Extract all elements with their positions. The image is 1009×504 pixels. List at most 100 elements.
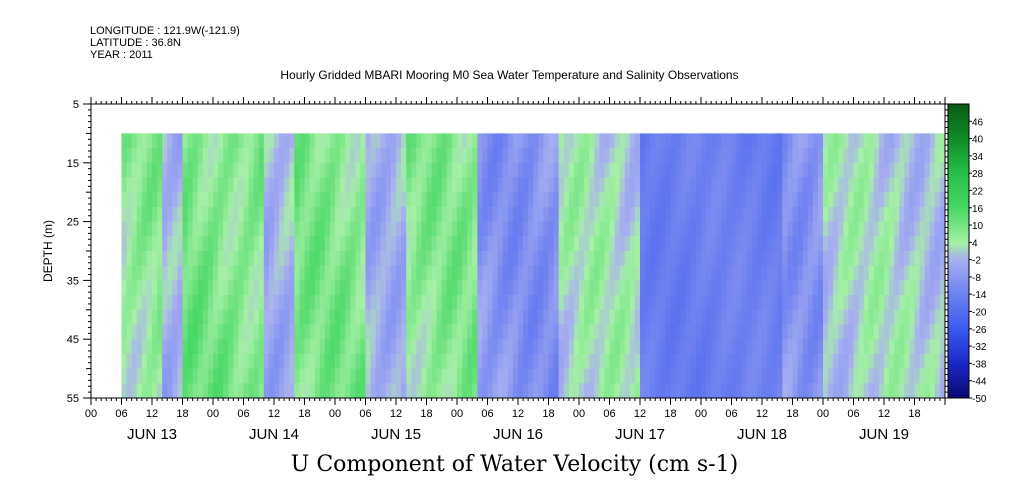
heatmap-cell xyxy=(329,339,336,355)
heatmap-cell xyxy=(218,206,224,223)
heatmap-cell xyxy=(294,309,301,326)
heatmap-cell xyxy=(675,221,682,237)
heatmap-cell xyxy=(533,265,539,281)
heatmap-cell xyxy=(314,265,321,281)
heatmap-cell xyxy=(533,148,539,164)
heatmap-cell xyxy=(817,295,824,311)
heatmap-cell xyxy=(833,280,839,296)
heatmap-cell xyxy=(919,251,926,267)
heatmap-cell xyxy=(828,251,834,267)
heatmap-cell xyxy=(802,133,809,149)
x-tick-label: 12 xyxy=(756,408,768,420)
heatmap-cell xyxy=(655,368,661,384)
heatmap-cell xyxy=(507,368,514,384)
heatmap-cell xyxy=(929,368,936,384)
heatmap-cell xyxy=(385,265,392,281)
heatmap-cell xyxy=(233,148,240,164)
heatmap-cell xyxy=(390,383,397,398)
heatmap-cell xyxy=(767,133,773,149)
heatmap-cell xyxy=(706,295,712,311)
heatmap-cell xyxy=(807,192,814,208)
heatmap-cell xyxy=(345,339,351,355)
heatmap-cell xyxy=(848,353,855,370)
heatmap-cell xyxy=(477,133,484,149)
heatmap-cell xyxy=(385,236,392,252)
heatmap-cell xyxy=(548,206,555,223)
heatmap-cell xyxy=(731,133,738,149)
heatmap-cell xyxy=(828,295,834,311)
heatmap-cell xyxy=(690,162,697,179)
heatmap-cell xyxy=(894,148,900,164)
heatmap-cell xyxy=(426,221,433,237)
heatmap-cell xyxy=(792,236,799,252)
heatmap-cell xyxy=(645,383,651,398)
heatmap-cell xyxy=(309,339,316,355)
heatmap-cell xyxy=(324,177,331,193)
heatmap-cell xyxy=(736,236,743,252)
heatmap-cell xyxy=(899,162,905,179)
heatmap-cell xyxy=(787,324,794,340)
heatmap-cell xyxy=(492,383,499,398)
heatmap-cell xyxy=(645,177,651,193)
heatmap-cell xyxy=(868,295,875,311)
heatmap-cell xyxy=(919,177,926,193)
heatmap-cell xyxy=(731,192,738,208)
heatmap-cell xyxy=(502,177,509,193)
heatmap-cell xyxy=(894,309,900,326)
heatmap-cell xyxy=(939,177,945,193)
heatmap-cell xyxy=(726,383,733,398)
heatmap-cell xyxy=(629,251,636,267)
heatmap-cell xyxy=(767,280,773,296)
heatmap-cell xyxy=(401,324,407,340)
heatmap-cell xyxy=(670,368,677,384)
heatmap-cell xyxy=(645,221,651,237)
heatmap-cell xyxy=(396,309,402,326)
heatmap-cell xyxy=(451,148,458,164)
heatmap-cell xyxy=(736,368,743,384)
heatmap-cell xyxy=(533,309,539,326)
heatmap-cell xyxy=(594,148,600,164)
heatmap-cell xyxy=(756,280,763,296)
heatmap-cell xyxy=(518,177,524,193)
heatmap-cell xyxy=(589,162,595,179)
heatmap-cell xyxy=(416,280,423,296)
colorbar-band xyxy=(948,164,969,168)
heatmap-cell xyxy=(655,192,661,208)
heatmap-cell xyxy=(462,206,468,223)
heatmap-cell xyxy=(350,295,356,311)
heatmap-cell xyxy=(446,368,453,384)
heatmap-cell xyxy=(751,221,758,237)
heatmap-cell xyxy=(584,177,590,193)
heatmap-cell xyxy=(919,221,926,237)
heatmap-cell xyxy=(624,309,631,326)
heatmap-cell xyxy=(390,206,397,223)
heatmap-cell xyxy=(624,265,631,281)
heatmap-cell xyxy=(767,295,773,311)
heatmap-cell xyxy=(304,133,311,149)
heatmap-cell xyxy=(233,236,240,252)
heatmap-cell xyxy=(558,309,565,326)
heatmap-cell xyxy=(385,309,392,326)
heatmap-cell xyxy=(238,221,245,237)
heatmap-cell xyxy=(833,339,839,355)
heatmap-cell xyxy=(355,162,362,179)
heatmap-cell xyxy=(126,280,133,296)
heatmap-cell xyxy=(268,295,275,311)
heatmap-cell xyxy=(873,265,880,281)
heatmap-cell xyxy=(284,353,290,370)
heatmap-cell xyxy=(645,309,651,326)
heatmap-cell xyxy=(187,221,194,237)
heatmap-cell xyxy=(309,383,316,398)
heatmap-cell xyxy=(873,221,880,237)
heatmap-cell xyxy=(477,265,484,281)
heatmap-cell xyxy=(416,133,423,149)
heatmap-cell xyxy=(126,133,133,149)
heatmap-cell xyxy=(518,236,524,252)
heatmap-cell xyxy=(599,236,606,252)
heatmap-cell xyxy=(289,280,295,296)
heatmap-cell xyxy=(751,368,758,384)
heatmap-cell xyxy=(701,236,707,252)
heatmap-cell xyxy=(543,383,550,398)
colorbar-label: -20 xyxy=(972,308,987,319)
heatmap-cell xyxy=(563,295,570,311)
